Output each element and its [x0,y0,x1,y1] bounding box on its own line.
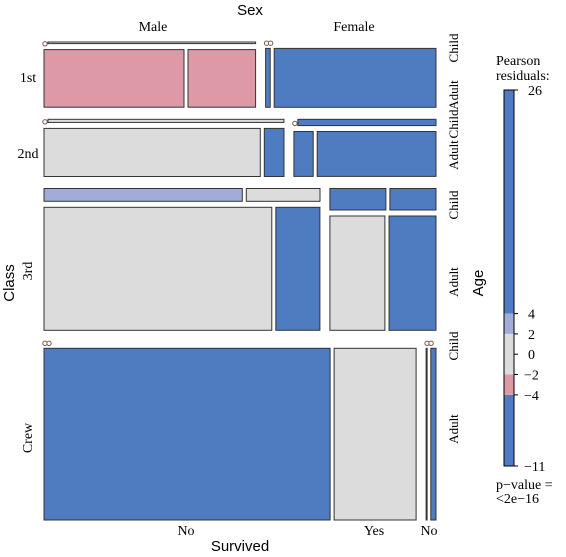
legend-color-bar [503,89,515,467]
cell-1st-female-child-yes-zero [267,40,274,46]
legend-title-line1: Pearson [496,54,540,69]
cell-2nd-male-adult-yes [263,127,285,177]
legend-title-line2: residuals: [496,69,550,84]
left-level-1st: 1st [20,71,36,86]
residual-legend: Pearson residuals: 26 4 2 0 −2 −4 −11 p−value … [496,54,553,507]
cell-crew-male-adult-yes [333,347,417,521]
legend-band-2 [504,333,514,375]
cell-3rd-male-child-no [43,188,243,202]
right-level-1st-child: Child [446,33,461,62]
cell-3rd-female-adult-yes [388,215,437,331]
left-level-2nd: 2nd [18,147,39,162]
legend-tick-label-1: 4 [528,308,535,323]
left-level-3rd: 3rd [21,262,36,281]
cell-1st-male-adult-yes [187,49,257,108]
legend-tick-label-4: −2 [524,369,539,384]
top-variable-label: Sex [237,2,263,19]
bottom-level-no-female: No [420,524,437,539]
cell-3rd-female-adult-no [329,215,386,331]
legend-bar-outline [503,89,515,467]
bottom-level-no: No [177,524,194,539]
legend-tick-label-5: −4 [524,389,539,404]
cell-1st-male-adult-no [43,49,185,108]
cell-3rd-female-child-yes [389,188,437,211]
cell-1st-male-child-no-zero [42,41,48,47]
legend-band-1 [504,313,514,334]
right-variable-label: Age [470,270,487,297]
legend-tick-label-0: 26 [528,84,542,99]
cell-3rd-female-child-no [329,188,387,211]
p-value-line2: <2e−16 [496,492,539,507]
legend-band-0 [504,90,514,314]
cell-2nd-female-adult-yes [316,131,437,177]
cell-crew-male-child-yes-zero [46,340,52,346]
cell-1st-female-adult-no [265,47,271,108]
legend-band-3 [504,374,514,395]
cell-1st-male-child-yes [47,41,257,45]
cell-crew-female-child-yes-zero [428,340,434,346]
cell-3rd-male-adult-yes [275,206,321,331]
bottom-level-yes: Yes [364,524,384,539]
cell-3rd-male-child-yes [245,188,321,202]
mosaic-cells [42,40,437,521]
legend-ticks: 26 4 2 0 −2 −4 −11 [514,84,545,475]
cell-crew-female-adult-no [425,347,428,521]
right-level-2nd-child: Child [446,109,461,138]
cell-2nd-male-child-yes [47,118,285,123]
legend-tick-label-3: 0 [528,348,535,363]
cell-crew-male-adult-no [43,347,331,521]
legend-tick-label-6: −11 [524,460,545,475]
legend-tick-label-2: 2 [528,328,535,343]
right-level-crew-child: Child [446,331,461,360]
left-variable-label: Class [1,264,18,302]
cell-2nd-female-adult-no [293,131,314,177]
cell-2nd-male-adult-no [43,127,261,177]
top-level-male: Male [139,20,168,35]
cell-1st-female-adult-yes [273,47,437,108]
cell-3rd-male-adult-no [43,206,273,331]
right-level-crew-adult: Adult [446,414,461,444]
cell-crew-female-adult-yes [430,347,437,521]
bottom-variable-label: Survived [211,538,269,555]
cell-2nd-male-child-no-zero [42,119,48,125]
top-level-female: Female [333,20,374,35]
cell-2nd-female-child-no-zero [292,120,298,127]
left-level-crew: Crew [21,422,36,453]
right-level-2nd-adult: Adult [446,140,461,170]
legend-band-4 [504,394,514,466]
right-level-1st-adult: Adult [446,80,461,110]
p-value-line1: p−value = [496,478,553,493]
right-level-3rd-adult: Adult [446,267,461,297]
cell-2nd-female-child-yes [297,118,437,127]
right-level-3rd-child: Child [446,190,461,219]
